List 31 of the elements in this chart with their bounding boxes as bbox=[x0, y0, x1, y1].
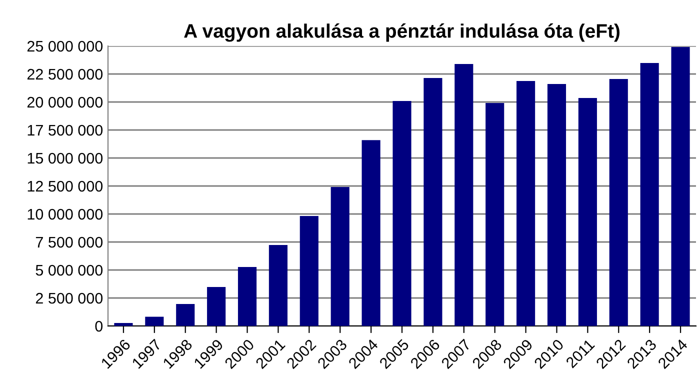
y-tick-label: 22 500 000 bbox=[27, 68, 103, 80]
bar bbox=[330, 187, 350, 326]
bar bbox=[145, 316, 164, 326]
bar bbox=[516, 80, 536, 326]
y-tick-label: 25 000 000 bbox=[27, 40, 103, 52]
bar bbox=[207, 287, 226, 326]
bar bbox=[238, 266, 257, 326]
y-tick-label: 20 000 000 bbox=[27, 96, 103, 108]
y-tick-label: 2 500 000 bbox=[36, 292, 103, 304]
y-tick-label: 17 500 000 bbox=[28, 124, 103, 136]
y-tick-label: 10 000 000 bbox=[28, 208, 103, 220]
bar bbox=[454, 64, 474, 326]
bar bbox=[640, 63, 659, 326]
bar bbox=[609, 79, 628, 326]
y-tick-label: 5 000 000 bbox=[36, 264, 103, 276]
y-tick-label: 7 500 000 bbox=[36, 236, 103, 248]
bar bbox=[362, 140, 380, 326]
bar bbox=[486, 103, 504, 326]
bar bbox=[671, 47, 690, 326]
bar bbox=[176, 304, 195, 326]
y-tick-label: 15 000 000 bbox=[28, 152, 103, 164]
bar bbox=[392, 100, 412, 326]
bar bbox=[268, 245, 288, 326]
chart-title: A vagyon alakulása a pénztár indulása óta (eFt) bbox=[184, 23, 620, 42]
bar bbox=[578, 98, 597, 326]
y-tick-label: 0 bbox=[95, 320, 103, 332]
y-tick-label: 12 500 000 bbox=[28, 180, 103, 192]
bar bbox=[547, 84, 566, 326]
bar bbox=[114, 322, 133, 326]
bar bbox=[300, 216, 318, 326]
bar bbox=[424, 78, 442, 326]
